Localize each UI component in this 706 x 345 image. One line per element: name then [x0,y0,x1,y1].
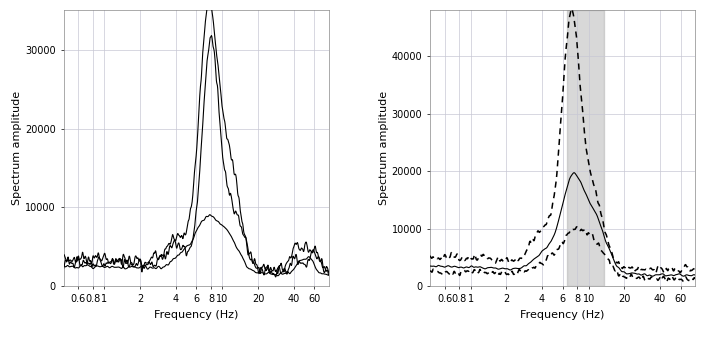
Y-axis label: Spectrum amplitude: Spectrum amplitude [13,91,23,205]
Y-axis label: Spectrum amplitude: Spectrum amplitude [378,91,389,205]
Bar [567,10,604,286]
X-axis label: Frequency (Hz): Frequency (Hz) [154,309,239,319]
X-axis label: Frequency (Hz): Frequency (Hz) [520,309,605,319]
